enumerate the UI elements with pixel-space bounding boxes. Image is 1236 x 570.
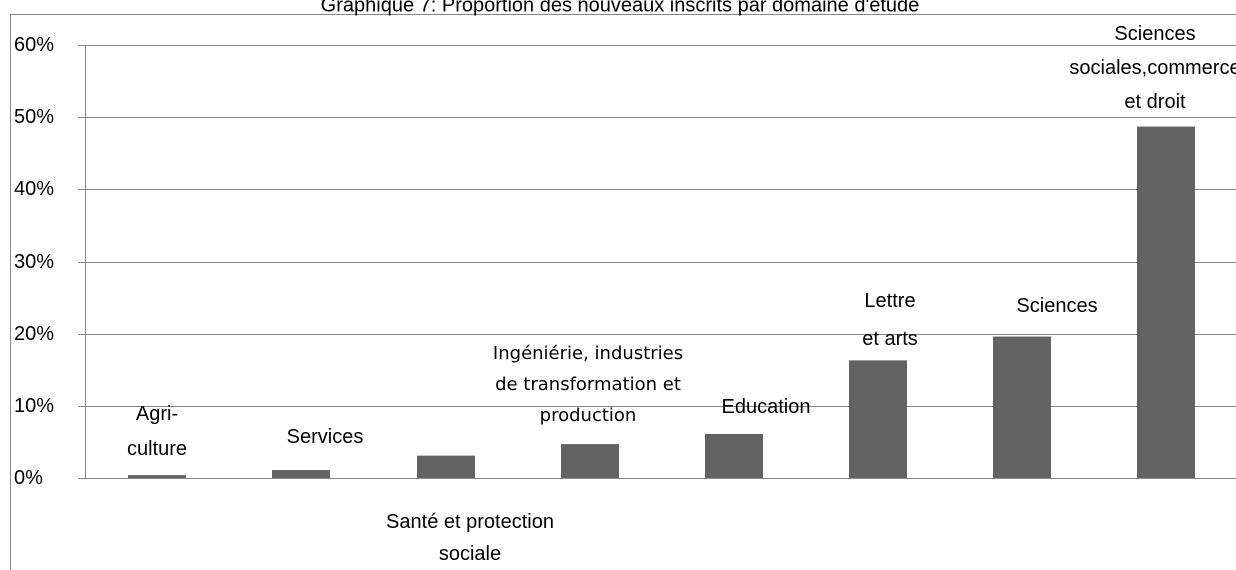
chart-frame: [10, 14, 1236, 570]
chart-title: Graphique 7: Proportion des nouveaux ins…: [321, 0, 920, 16]
bar: [128, 475, 186, 478]
x-tick-label: Services: [287, 426, 364, 448]
x-tick-label: Ingéniérie, industries de transformation …: [493, 343, 683, 426]
y-tick-label: 0%: [14, 467, 43, 489]
bar: [1137, 126, 1195, 478]
x-tick-label: Agri-culture: [127, 403, 187, 460]
x-tick-label: Santé et protection sociale: [386, 511, 554, 565]
y-tick-label: 40%: [14, 178, 54, 200]
y-tick-label: 30%: [14, 251, 54, 273]
bar: [993, 336, 1051, 478]
y-tick-label: 20%: [14, 323, 54, 345]
bar: [272, 470, 330, 478]
y-tick-label: 50%: [14, 106, 54, 128]
bar: [417, 455, 475, 478]
title-background: [200, 0, 1040, 14]
bar: [705, 433, 763, 478]
x-tick-label: Sciences sociales,commerce et droit: [1069, 23, 1236, 113]
x-tick-label: Sciences: [1016, 295, 1097, 317]
bar: [561, 444, 619, 478]
y-tick-label: 60%: [14, 34, 54, 56]
y-tick-label: 10%: [14, 395, 54, 417]
x-tick-label: Education: [722, 396, 811, 418]
bar: [849, 360, 907, 478]
x-tick-label: Lettre et arts: [862, 290, 918, 350]
